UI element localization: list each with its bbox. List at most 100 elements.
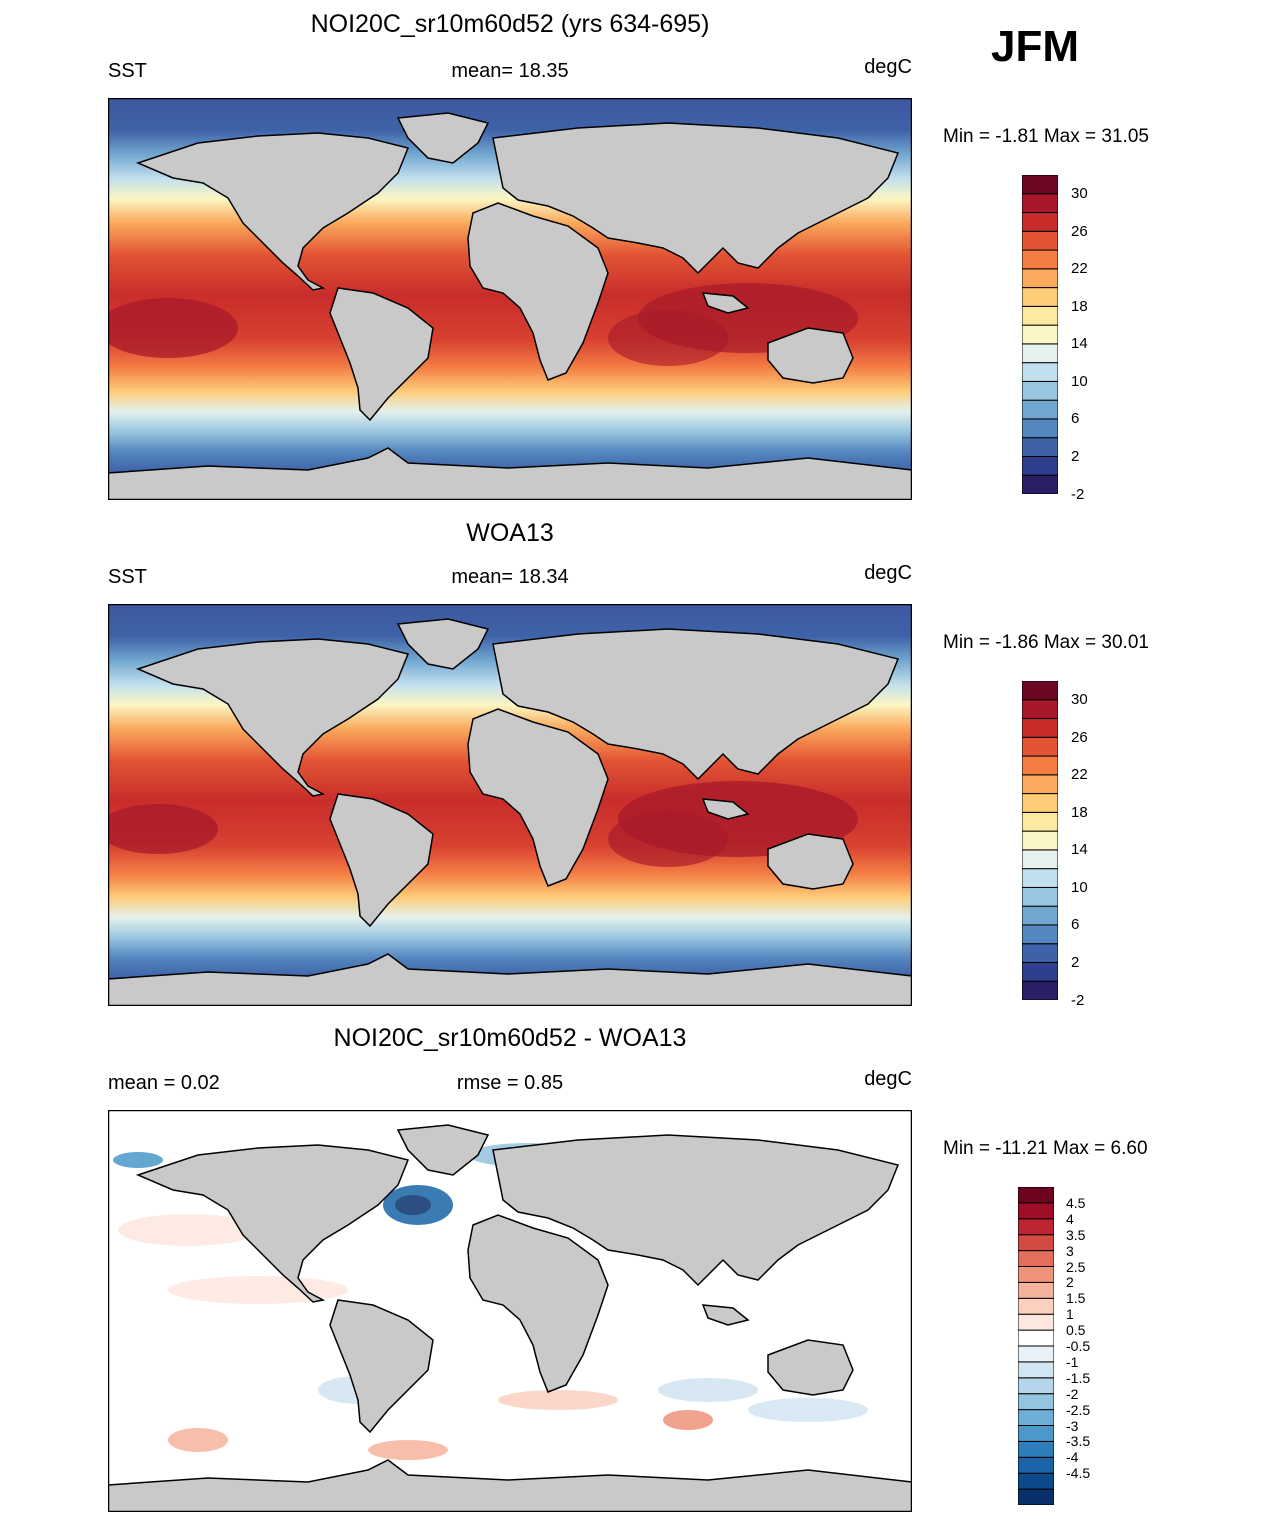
- colorbar-swatch: [1018, 1266, 1054, 1283]
- colorbar-tick-label: 26: [1071, 728, 1088, 746]
- panel-3-units-label: degC: [864, 1068, 912, 1090]
- colorbar-swatch: [1022, 305, 1058, 326]
- colorbar-tick-label: 6: [1071, 410, 1080, 428]
- colorbar-swatch: [1022, 324, 1058, 345]
- colorbar-swatch: [1022, 811, 1058, 832]
- colorbar-swatch: [1022, 924, 1058, 945]
- colorbar-swatch: [1022, 230, 1058, 251]
- panel-3-mean-label: mean = 0.02: [108, 1072, 220, 1094]
- colorbar-tick-label: 18: [1071, 803, 1088, 821]
- colorbar-tick-label: -1.5: [1066, 1369, 1091, 1386]
- panel-3-colorbar-labels: 4.5 4 3.5 3 2.5 2 1.5 1 0.5 -0.5 -1 -1.5 -2 -2.5 -3 -3.…: [1066, 1187, 1116, 1505]
- colorbar-swatch: [1022, 681, 1058, 701]
- panel-1-title: NOI20C_sr10m60d52 (yrs 634-695): [310, 10, 710, 38]
- colorbar-swatch: [1022, 175, 1058, 195]
- colorbar-swatch: [1022, 961, 1058, 982]
- colorbar-tick-label: 2: [1071, 953, 1080, 971]
- colorbar-tick-label: -2: [1071, 991, 1085, 1009]
- panel-3-map: [108, 1110, 912, 1512]
- panel-1-map: [108, 98, 912, 500]
- colorbar-swatch: [1022, 287, 1058, 307]
- colorbar-tick-label: 1.5: [1066, 1290, 1086, 1307]
- colorbar-swatch: [1022, 418, 1058, 439]
- colorbar-tick-label: 1: [1066, 1306, 1074, 1323]
- colorbar-tick-label: 22: [1071, 260, 1088, 278]
- colorbar-tick-label: 4.5: [1066, 1194, 1086, 1211]
- colorbar-swatch: [1018, 1488, 1054, 1505]
- colorbar-swatch: [1018, 1425, 1054, 1442]
- panel-1-minmax: Min = -1.81 Max = 31.05: [943, 126, 1149, 147]
- panel-2-variable-label: SST: [108, 566, 147, 588]
- colorbar-swatch: [1018, 1297, 1054, 1315]
- panel-1-units-label: degC: [864, 56, 912, 78]
- colorbar-tick-label: 2: [1066, 1274, 1074, 1291]
- colorbar-swatch: [1022, 774, 1058, 795]
- colorbar-tick-label: 22: [1071, 766, 1088, 784]
- panel-2-colorbar: [1022, 681, 1058, 1000]
- colorbar-swatch: [1022, 437, 1058, 457]
- panel-2-mean-label: mean= 18.34: [451, 566, 569, 588]
- panel-3-title: NOI20C_sr10m60d52 - WOA13: [333, 1024, 687, 1052]
- colorbar-tick-label: 2: [1071, 447, 1080, 465]
- colorbar-swatch: [1022, 268, 1058, 289]
- colorbar-swatch: [1022, 868, 1058, 888]
- colorbar-swatch: [1022, 718, 1058, 738]
- colorbar-swatch: [1018, 1187, 1054, 1204]
- colorbar-swatch: [1018, 1440, 1054, 1458]
- colorbar-tick-label: 14: [1071, 335, 1088, 353]
- colorbar-tick-label: 26: [1071, 222, 1088, 240]
- panel-1-mean-label: mean= 18.35: [451, 60, 569, 82]
- colorbar-swatch: [1022, 980, 1058, 1000]
- panel-3-landmasses: [108, 1124, 912, 1512]
- colorbar-tick-label: 18: [1071, 297, 1088, 315]
- colorbar-tick-label: -4.5: [1066, 1465, 1091, 1482]
- panel-1-colorbar: [1022, 175, 1058, 494]
- colorbar-tick-label: -3: [1066, 1417, 1079, 1434]
- colorbar-swatch: [1022, 193, 1058, 214]
- colorbar-swatch: [1022, 943, 1058, 963]
- colorbar-swatch: [1022, 399, 1058, 420]
- colorbar-swatch: [1018, 1313, 1054, 1331]
- season-label: JFM: [991, 22, 1079, 71]
- colorbar-swatch: [1022, 755, 1058, 776]
- colorbar-swatch: [1022, 793, 1058, 813]
- colorbar-swatch: [1022, 212, 1058, 232]
- colorbar-swatch: [1018, 1456, 1054, 1474]
- colorbar-swatch: [1022, 699, 1058, 720]
- colorbar-tick-label: 14: [1071, 841, 1088, 859]
- panel-3-colorbar: [1018, 1187, 1054, 1505]
- colorbar-swatch: [1022, 362, 1058, 382]
- colorbar-tick-label: 30: [1071, 185, 1088, 203]
- panel-2-units-label: degC: [864, 562, 912, 584]
- colorbar-swatch: [1022, 380, 1058, 401]
- colorbar-swatch: [1018, 1218, 1054, 1236]
- panel-2-minmax: Min = -1.86 Max = 30.01: [943, 632, 1149, 653]
- colorbar-swatch: [1022, 736, 1058, 757]
- colorbar-swatch: [1018, 1250, 1054, 1267]
- panel-1-variable-label: SST: [108, 60, 147, 82]
- colorbar-swatch: [1018, 1281, 1054, 1299]
- colorbar-swatch: [1022, 886, 1058, 907]
- colorbar-swatch: [1018, 1377, 1054, 1395]
- colorbar-swatch: [1018, 1409, 1054, 1427]
- panel-3-minmax: Min = -11.21 Max = 6.60: [943, 1138, 1148, 1159]
- colorbar-swatch: [1018, 1472, 1054, 1490]
- colorbar-swatch: [1018, 1393, 1054, 1411]
- panel-2-title: WOA13: [466, 519, 554, 547]
- colorbar-swatch: [1018, 1202, 1054, 1220]
- colorbar-swatch: [1018, 1329, 1054, 1347]
- colorbar-tick-label: 0.5: [1066, 1322, 1086, 1339]
- colorbar-tick-label: 30: [1071, 691, 1088, 709]
- colorbar-swatch: [1018, 1361, 1054, 1379]
- panel-2-colorbar-labels: 30 26 22 18 14 10 6 2 -2: [1071, 681, 1121, 1008]
- colorbar-swatch: [1022, 455, 1058, 476]
- colorbar-tick-label: -2: [1066, 1385, 1079, 1402]
- colorbar-tick-label: 3: [1066, 1242, 1074, 1259]
- panel-1-colorbar-labels: 30 26 22 18 14 10 6 2 -2: [1071, 175, 1121, 502]
- colorbar-tick-label: -1: [1066, 1353, 1079, 1370]
- colorbar-tick-label: 6: [1071, 916, 1080, 934]
- colorbar-swatch: [1018, 1234, 1054, 1252]
- colorbar-swatch: [1022, 849, 1058, 870]
- panel-2-landmasses: [108, 618, 912, 1006]
- colorbar-tick-label: -0.5: [1066, 1338, 1091, 1354]
